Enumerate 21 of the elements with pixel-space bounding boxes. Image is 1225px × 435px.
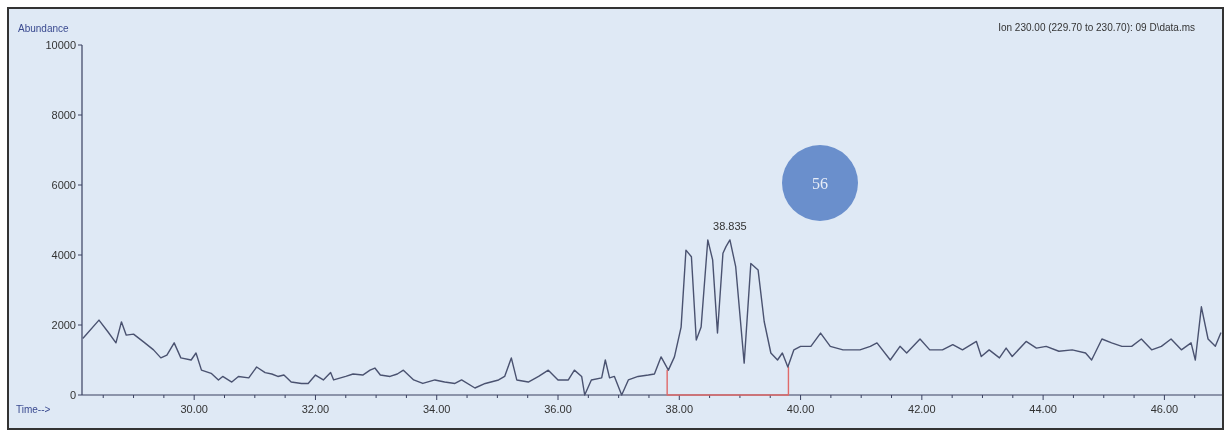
x-tick-label: 46.00 <box>1150 403 1179 415</box>
y-axis-title: Abundance <box>18 23 70 34</box>
x-tick-label: 34.00 <box>422 403 451 415</box>
y-tick-label: 0 <box>69 388 76 401</box>
x-tick-label: 42.00 <box>908 403 936 415</box>
x-tick-label: 30.00 <box>180 403 208 415</box>
y-tick-label: 2000 <box>51 318 76 331</box>
y-tick-label: 8000 <box>51 108 76 121</box>
y-tick-label: 4000 <box>51 248 76 261</box>
y-tick-label: 10000 <box>45 38 76 51</box>
annotation: 38.835 <box>713 219 747 232</box>
x-tick-label: 40.00 <box>786 403 815 415</box>
x-axis-title: Time--> <box>16 404 51 415</box>
annotation: 56 <box>812 174 828 192</box>
x-tick-label: 44.00 <box>1029 403 1057 415</box>
text: Ion 230.00 (229.70 to 230.70): 09 D\data.ms <box>998 22 1195 33</box>
x-tick-label: 36.00 <box>544 403 572 415</box>
x-tick-label: 32.00 <box>301 403 330 415</box>
x-tick-label: 38.00 <box>665 403 694 415</box>
y-tick-label: 6000 <box>51 178 76 191</box>
number-badge: 56 <box>782 145 858 221</box>
